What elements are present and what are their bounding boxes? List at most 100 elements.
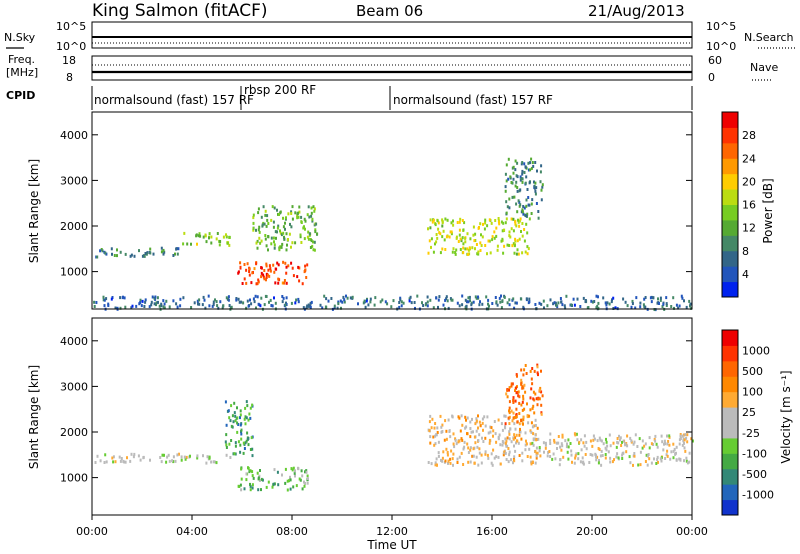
- heatmap-cell: [289, 475, 291, 479]
- heatmap-cell: [251, 403, 254, 407]
- heatmap-cell: [446, 299, 449, 303]
- heatmap-cell: [305, 306, 308, 310]
- heatmap-cell: [290, 210, 293, 214]
- heatmap-cell: [282, 231, 285, 235]
- heatmap-cell: [454, 252, 457, 256]
- heatmap-cell: [546, 454, 549, 458]
- heatmap-cell: [583, 444, 586, 448]
- heatmap-cell: [497, 418, 500, 422]
- heatmap-cell: [386, 302, 389, 306]
- heatmap-cell: [447, 306, 450, 310]
- heatmap-cell: [230, 439, 233, 442]
- heatmap-cell: [436, 236, 439, 240]
- heatmap-cell: [295, 298, 298, 302]
- heatmap-cell: [490, 426, 493, 430]
- heatmap-cell: [287, 212, 290, 216]
- heatmap-cell: [643, 297, 646, 301]
- heatmap-cell: [431, 417, 434, 421]
- heatmap-cell: [507, 157, 510, 161]
- heatmap-cell: [557, 441, 560, 445]
- heatmap-cell: [155, 303, 157, 307]
- heatmap-cell: [225, 233, 227, 237]
- heatmap-cell: [256, 295, 259, 299]
- heatmap-cell: [114, 460, 117, 464]
- heatmap-cell: [590, 299, 593, 303]
- heatmap-cell: [513, 416, 516, 419]
- heatmap-cell: [225, 423, 228, 427]
- heatmap-cell: [564, 306, 567, 310]
- heatmap-cell: [675, 303, 678, 307]
- heatmap-cell: [504, 426, 507, 430]
- colorbar-tick-label: 100: [742, 386, 763, 399]
- heatmap-cell: [374, 296, 377, 300]
- colorbar-frame: [721, 111, 739, 298]
- heatmap-cell: [480, 244, 483, 247]
- heatmap-cell: [547, 451, 550, 454]
- heatmap-cell: [243, 277, 246, 281]
- heatmap-cell: [139, 298, 142, 302]
- heatmap-cell: [290, 212, 293, 215]
- heatmap-cell: [233, 401, 236, 405]
- heatmap-cell: [458, 439, 461, 443]
- heatmap-cell: [522, 397, 525, 401]
- heatmap-cell: [288, 232, 291, 236]
- heatmap-cell: [511, 382, 514, 386]
- heatmap-cell: [266, 273, 269, 277]
- heatmap-cell: [202, 235, 205, 239]
- heatmap-cell: [462, 447, 465, 451]
- heatmap-cell: [429, 218, 432, 222]
- heatmap-cell: [616, 440, 619, 444]
- heatmap-cell: [99, 249, 102, 253]
- heatmap-cell: [520, 297, 523, 301]
- heatmap-cell: [458, 233, 461, 237]
- heatmap-cell: [226, 241, 229, 245]
- heatmap-cell: [521, 210, 524, 214]
- heatmap-cell: [487, 302, 489, 306]
- heatmap-cell: [463, 440, 466, 444]
- heatmap-cell: [299, 233, 302, 237]
- colorbar-tick-label: 1000: [742, 345, 770, 358]
- heatmap-cell: [622, 297, 625, 301]
- heatmap-cell: [251, 486, 254, 490]
- heatmap-cell: [466, 432, 468, 436]
- heatmap-cell: [534, 189, 537, 193]
- heatmap-cell: [554, 457, 557, 461]
- heatmap-cell: [440, 458, 442, 462]
- heatmap-cell: [240, 467, 243, 471]
- heatmap-cell: [299, 235, 302, 239]
- heatmap-cell: [206, 455, 209, 459]
- heatmap-cell: [612, 296, 615, 300]
- heatmap-cell: [242, 451, 245, 455]
- heatmap-cell: [522, 205, 525, 208]
- heatmap-cell: [503, 228, 506, 232]
- heatmap-cell: [557, 435, 560, 438]
- heatmap-cell: [532, 390, 535, 394]
- heatmap-cell: [595, 455, 597, 459]
- heatmap-cell: [303, 484, 306, 488]
- heatmap-cell: [559, 297, 562, 300]
- heatmap-cell: [481, 302, 484, 306]
- heatmap-cell: [513, 244, 516, 248]
- heatmap-cell: [205, 461, 208, 465]
- heatmap-cell: [179, 304, 182, 308]
- heatmap-cell: [591, 300, 594, 304]
- heatmap-cell: [443, 438, 446, 442]
- heatmap-cell: [198, 232, 201, 236]
- heatmap-cell: [492, 448, 495, 452]
- heatmap-cell: [252, 297, 255, 301]
- heatmap-cell: [542, 299, 545, 303]
- heatmap-cell: [494, 219, 497, 222]
- heatmap-cell: [434, 463, 437, 467]
- heatmap-cell: [248, 470, 251, 474]
- heatmap-cell: [620, 444, 623, 447]
- heatmap-cell: [301, 474, 304, 478]
- heatmap-cell: [276, 226, 279, 230]
- heatmap-cell: [111, 296, 114, 299]
- heatmap-cell: [650, 461, 653, 465]
- heatmap-cell: [595, 458, 598, 462]
- heatmap-cell: [529, 429, 532, 433]
- heatmap-cell: [680, 294, 683, 298]
- heatmap-cell: [118, 455, 121, 459]
- heatmap-cell: [690, 306, 693, 310]
- heatmap-cell: [508, 432, 511, 436]
